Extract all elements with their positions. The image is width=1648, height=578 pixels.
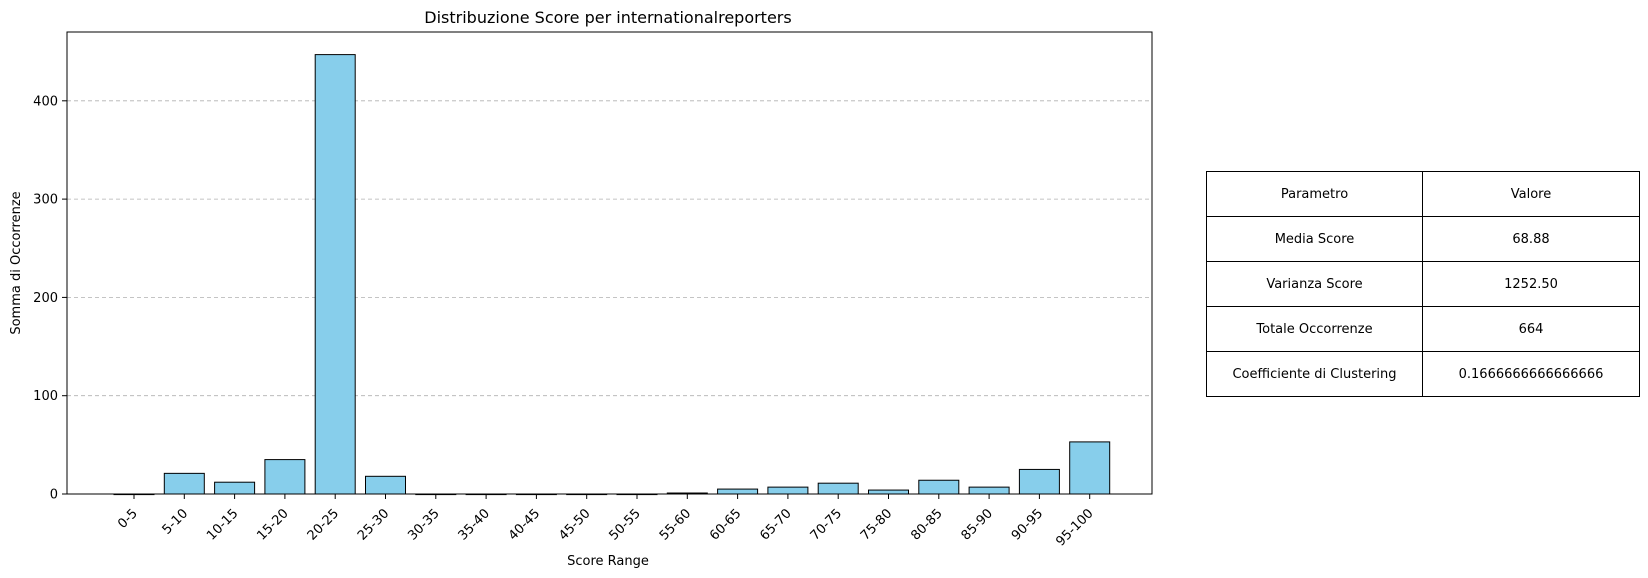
table-cell: Media Score <box>1205 216 1424 262</box>
grid-lines <box>67 100 1152 397</box>
y-tick-label: 400 <box>33 94 58 109</box>
table-cell: Totale Occorrenze <box>1205 306 1424 352</box>
chart-title: Distribuzione Score per internationalrep… <box>424 8 791 27</box>
x-tick-label: 75-80 <box>858 506 895 543</box>
stats-table: Parametro Valore Media Score 68.88 Varia… <box>1205 171 1640 397</box>
x-tick-label: 5-10 <box>160 506 191 537</box>
x-tick-label: 15-20 <box>254 506 291 543</box>
x-axis: 0-5 5-10 10-15 15-20 20-25 25-30 30-35 35-40 40-… <box>115 494 1097 549</box>
x-tick-label: 10-15 <box>204 506 241 543</box>
plot-area-frame <box>66 31 1153 495</box>
table-cell: Varianza Score <box>1205 261 1424 307</box>
x-tick-label: 90-95 <box>1009 506 1046 543</box>
table-cell: 664 <box>1422 306 1640 352</box>
bar-80-85 <box>918 479 960 495</box>
x-axis-label: Score Range <box>567 554 649 569</box>
bar-70-75 <box>817 482 859 495</box>
x-tick-label: 65-70 <box>757 506 794 543</box>
bar-85-90 <box>968 486 1010 495</box>
x-tick-label: 80-85 <box>908 506 945 543</box>
table-header-cell: Valore <box>1422 171 1640 217</box>
table-cell: Coefficiente di Clustering <box>1205 351 1424 397</box>
table-row: Varianza Score 1252.50 <box>1205 261 1640 307</box>
bars <box>113 54 1111 496</box>
bar-95-100 <box>1069 441 1111 495</box>
table-cell: 0.1666666666666666 <box>1422 351 1640 397</box>
table-cell: 68.88 <box>1422 216 1640 262</box>
x-tick-label: 95-100 <box>1053 506 1096 549</box>
y-axis-label: Somma di Occorrenze <box>9 191 24 334</box>
x-tick-label: 0-5 <box>115 506 141 532</box>
x-tick-label: 85-90 <box>959 506 996 543</box>
x-tick-label: 55-60 <box>657 506 694 543</box>
table-row: Totale Occorrenze 664 <box>1205 306 1640 352</box>
bar-60-65 <box>717 488 759 495</box>
x-tick-label: 70-75 <box>808 506 845 543</box>
bar-65-70 <box>767 486 809 495</box>
y-tick-label: 100 <box>33 389 58 404</box>
table-row: Media Score 68.88 <box>1205 216 1640 262</box>
bar-25-30 <box>365 475 406 495</box>
table-cell: 1252.50 <box>1422 261 1640 307</box>
bar-90-95 <box>1018 468 1060 495</box>
x-tick-label: 25-30 <box>355 506 392 543</box>
x-tick-label: 40-45 <box>506 506 543 543</box>
x-tick-label: 35-40 <box>456 506 493 543</box>
bar-15-20 <box>264 459 306 495</box>
y-tick-label: 0 <box>50 488 58 503</box>
x-tick-label: 20-25 <box>305 506 342 543</box>
table-header-cell: Parametro <box>1205 171 1424 217</box>
x-tick-label: 50-55 <box>607 506 644 543</box>
x-tick-label: 60-65 <box>707 506 744 543</box>
x-tick-label: 45-50 <box>556 506 593 543</box>
x-tick-label: 30-35 <box>405 506 442 543</box>
y-tick-label: 200 <box>33 291 58 306</box>
bar-75-80 <box>868 489 909 495</box>
bar-20-25 <box>314 54 356 495</box>
table-header-row: Parametro Valore <box>1205 171 1640 217</box>
y-tick-label: 300 <box>33 193 58 208</box>
y-axis: 0 100 200 300 400 <box>33 94 67 503</box>
table-row: Coefficiente di Clustering 0.16666666666… <box>1205 351 1640 397</box>
bar-5-10 <box>163 472 205 495</box>
bar-10-15 <box>214 481 256 495</box>
